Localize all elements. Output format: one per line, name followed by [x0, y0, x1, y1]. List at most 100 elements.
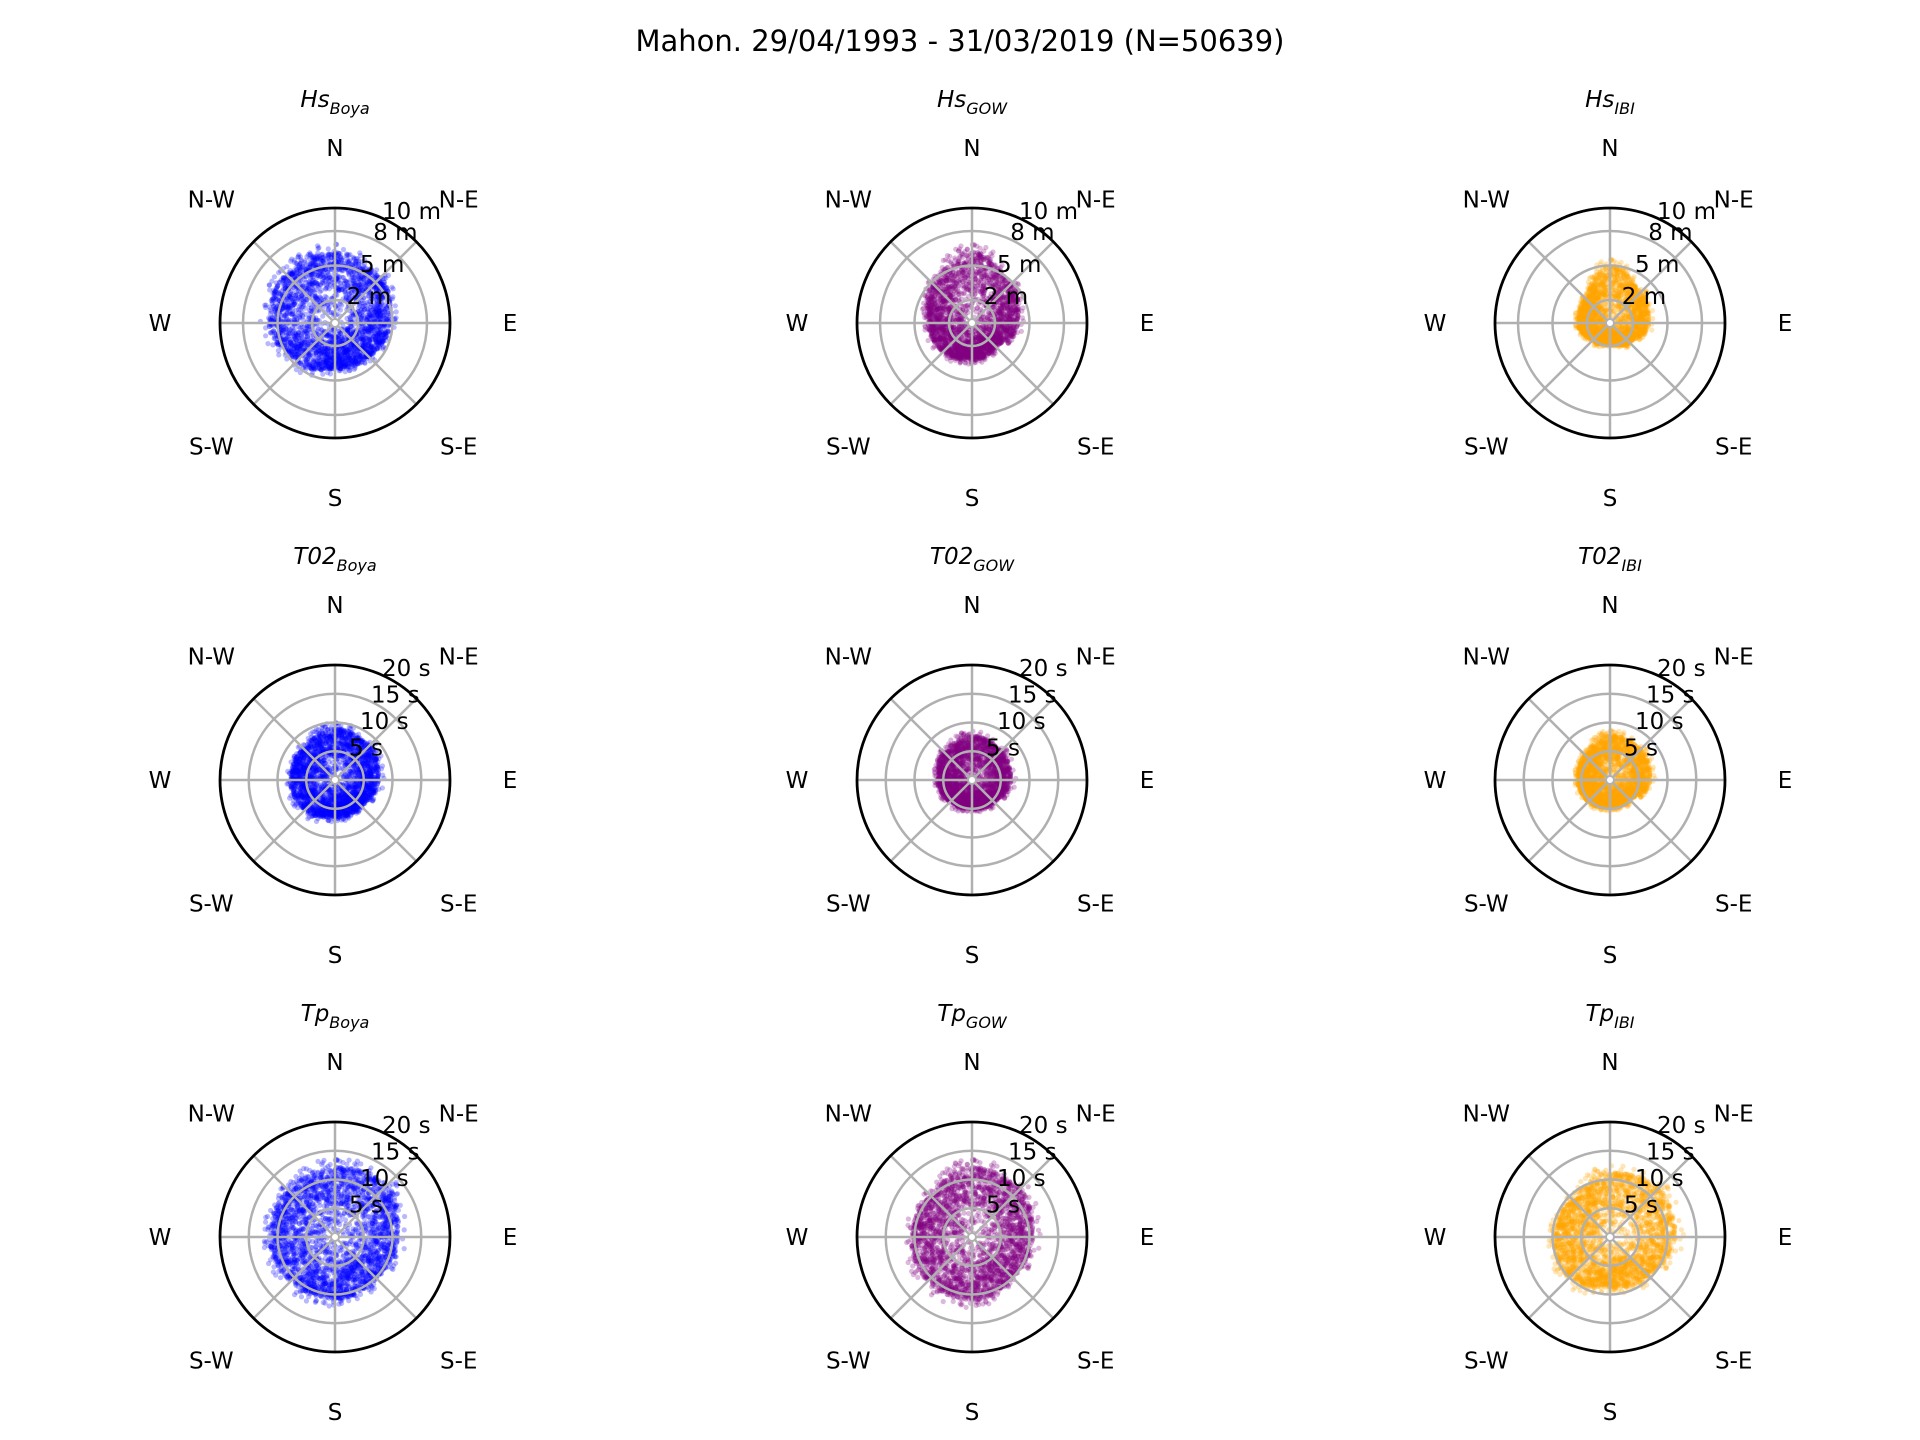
- data-point: [344, 252, 350, 258]
- panel-title-main: Hs: [300, 87, 329, 113]
- data-point: [307, 275, 313, 281]
- data-point: [296, 252, 302, 258]
- data-point: [379, 295, 385, 301]
- data-point: [343, 278, 349, 285]
- data-point: [336, 364, 343, 371]
- data-point: [377, 339, 383, 345]
- data-point: [335, 365, 341, 371]
- data-point: [383, 315, 389, 321]
- data-point: [381, 332, 387, 338]
- data-point: [283, 312, 289, 318]
- data-point: [302, 258, 308, 264]
- data-point: [382, 326, 388, 332]
- data-point: [312, 347, 318, 353]
- data-point: [298, 260, 304, 267]
- panel-title: HsBoya: [300, 87, 369, 118]
- data-point: [339, 359, 345, 365]
- data-point: [379, 310, 385, 316]
- data-point: [374, 339, 380, 345]
- data-point: [282, 285, 288, 291]
- data-point: [320, 371, 326, 377]
- data-point: [337, 366, 344, 372]
- data-point: [310, 283, 316, 289]
- data-point: [393, 309, 399, 315]
- data-point: [314, 295, 320, 301]
- data-point: [325, 307, 331, 313]
- data-point: [341, 337, 347, 343]
- data-point: [320, 313, 326, 319]
- data-point: [369, 313, 375, 319]
- data-point: [299, 304, 305, 310]
- data-point: [343, 349, 349, 355]
- panel-title-main: Hs: [937, 87, 966, 113]
- data-point: [345, 360, 351, 366]
- data-point: [300, 359, 306, 365]
- data-point: [280, 327, 286, 333]
- data-point: [375, 341, 381, 347]
- data-point: [368, 336, 374, 342]
- data-point: [360, 343, 366, 349]
- data-point: [362, 360, 368, 366]
- data-point: [298, 282, 305, 288]
- data-point: [296, 350, 302, 356]
- data-point: [307, 260, 313, 266]
- data-point: [285, 301, 291, 307]
- data-point: [325, 259, 331, 265]
- direction-label: N: [326, 136, 343, 162]
- data-point: [373, 313, 379, 320]
- data-point: [947, 253, 953, 259]
- data-point: [340, 361, 346, 367]
- data-point: [364, 335, 370, 341]
- data-point: [325, 360, 331, 366]
- data-point: [287, 291, 293, 297]
- data-point: [292, 341, 298, 348]
- data-point: [382, 331, 388, 337]
- data-point: [335, 256, 341, 262]
- data-point: [297, 266, 303, 272]
- data-point: [263, 333, 269, 339]
- data-point: [372, 309, 378, 315]
- data-point: [343, 349, 349, 356]
- data-point: [339, 351, 345, 357]
- data-point: [281, 282, 287, 288]
- data-point: [287, 339, 293, 345]
- data-point: [307, 252, 313, 258]
- data-point: [289, 287, 295, 294]
- data-point: [329, 360, 335, 366]
- data-point: [328, 266, 334, 272]
- data-point: [373, 273, 380, 279]
- data-point: [366, 334, 372, 340]
- data-point: [338, 280, 344, 286]
- data-point: [364, 317, 370, 323]
- data-point: [314, 275, 320, 281]
- data-point: [282, 308, 288, 314]
- data-point: [326, 257, 332, 263]
- data-point: [980, 254, 986, 260]
- data-point: [346, 297, 352, 303]
- data-point: [956, 291, 962, 297]
- data-point: [962, 360, 969, 366]
- data-point: [370, 327, 376, 333]
- data-point: [338, 363, 344, 370]
- data-point: [377, 299, 383, 305]
- data-point: [365, 335, 371, 341]
- data-point: [302, 267, 308, 273]
- data-point: [361, 315, 367, 322]
- data-point: [295, 330, 301, 336]
- data-point: [272, 293, 278, 299]
- data-point: [337, 355, 343, 361]
- data-point: [357, 354, 363, 360]
- direction-label: E: [503, 311, 518, 337]
- data-point: [964, 332, 971, 338]
- data-point: [295, 306, 302, 313]
- data-point: [328, 254, 334, 260]
- data-point: [298, 264, 304, 270]
- data-point: [263, 325, 269, 331]
- panel-title: HsGOW: [937, 87, 1008, 118]
- data-point: [313, 350, 319, 356]
- data-point: [355, 359, 361, 365]
- data-point: [265, 341, 271, 347]
- data-point: [271, 330, 277, 336]
- data-point: [327, 365, 333, 371]
